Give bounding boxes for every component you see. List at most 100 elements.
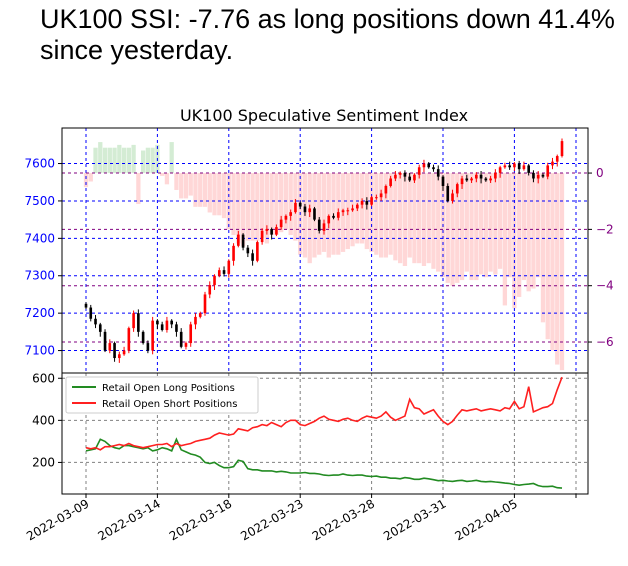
candle-body [546, 165, 550, 177]
ssi-bar [131, 144, 136, 174]
candle-body [308, 208, 312, 213]
candle-body [265, 228, 269, 231]
ssi-bar [426, 173, 431, 264]
candle-body [475, 174, 478, 179]
ssi-bar [264, 173, 270, 244]
ssi-bar [531, 173, 536, 289]
candle-body [341, 210, 345, 213]
ssi-bar [412, 173, 417, 264]
ssi-bar [398, 173, 403, 264]
candle-body [170, 320, 173, 325]
candle-body [451, 193, 454, 201]
ssi-bar [474, 173, 479, 281]
candle-body [165, 320, 169, 330]
candle-body [408, 176, 411, 181]
candle-body [384, 185, 388, 194]
ssi-bar [507, 173, 512, 278]
bottom-panel-frame [61, 372, 589, 495]
ssi-bar [221, 173, 227, 219]
ssi-bar [198, 173, 203, 207]
ssi-bar [240, 173, 246, 247]
ssi-bar [164, 173, 170, 185]
ssi-bar [169, 142, 174, 174]
candle-body [179, 331, 183, 347]
ssi-bar [307, 173, 312, 264]
date-tick-label: 2022-03-09 [24, 496, 91, 543]
candle-body [122, 350, 126, 355]
ssi-bar [526, 173, 531, 292]
candle-body [370, 197, 373, 205]
top-panel-axes: 7100 7200 7300 7400 7500 7600 0 −2 −4 −6 [24, 127, 614, 374]
candle-body [279, 219, 283, 228]
candle-body [389, 178, 392, 186]
candle-body [251, 253, 254, 261]
ssi-bar [179, 173, 184, 199]
ssi-bar [136, 173, 141, 205]
candle-body [422, 163, 426, 168]
candle-body [417, 167, 421, 175]
candle-body [327, 215, 331, 224]
candle-body [398, 172, 402, 175]
candle-body [494, 172, 497, 179]
ssi-bar [202, 173, 208, 207]
chart-title: UK100 Speculative Sentiment Index [180, 106, 468, 125]
candle-body [89, 307, 93, 319]
candle-body [98, 324, 102, 332]
candle-body [336, 212, 340, 218]
candle-body [260, 230, 264, 243]
retail-long-line [85, 437, 563, 489]
candles [84, 138, 564, 363]
candle-body [532, 172, 535, 179]
date-tick-label: 2022-03-28 [310, 496, 377, 543]
candle-body [322, 223, 326, 231]
candle-body [513, 163, 516, 168]
ssi-bar [93, 147, 98, 174]
ssi-bar [250, 173, 255, 241]
ssi-bar [150, 147, 155, 174]
candle-body [484, 178, 488, 181]
ssi-bar [488, 173, 493, 272]
ssi-bar [279, 173, 284, 233]
candle-body [208, 285, 212, 295]
candle-body [108, 343, 112, 351]
candle-body [446, 185, 450, 201]
candle-body [184, 343, 188, 347]
ssi-bar [269, 173, 274, 236]
price-tick-label: 7200 [24, 306, 55, 320]
candle-body [317, 219, 321, 231]
candle-body [465, 178, 469, 181]
candle-body [294, 202, 297, 213]
ssi-bar [493, 173, 498, 275]
ssi-bar [407, 173, 412, 258]
ssi-bar [536, 173, 541, 278]
ssi-bar [288, 173, 293, 236]
ssi-bar [188, 173, 193, 196]
ssi-bar [517, 173, 522, 297]
candle-body [432, 167, 435, 170]
candle-body [536, 174, 540, 179]
ssi-bar [555, 173, 560, 365]
candle-body [270, 228, 273, 235]
x-axis: 2022-03-09 2022-03-14 2022-03-18 2022-03-23… [24, 494, 577, 543]
ssi-bar [421, 173, 427, 266]
ssi-bar [88, 173, 93, 182]
candle-body [379, 193, 383, 198]
candle-body [508, 165, 511, 168]
ssi-bar [502, 173, 508, 306]
candle-body [113, 343, 116, 359]
positions-tick-label: 600 [32, 371, 55, 385]
positions-tick-label: 200 [32, 455, 55, 469]
candle-body [194, 316, 197, 325]
candle-body [118, 354, 121, 359]
date-tick-label: 2022-03-23 [238, 496, 305, 543]
date-tick-label: 2022-03-14 [95, 496, 162, 543]
ssi-bar [540, 173, 546, 323]
top-panel-fill [83, 142, 565, 371]
bottom-panel-axes: 200 400 600 [32, 371, 589, 495]
candle-body [522, 165, 526, 170]
candle-body [503, 165, 507, 168]
candle-body [232, 245, 235, 261]
candle-body [256, 242, 259, 261]
ssi-bar [512, 173, 517, 309]
